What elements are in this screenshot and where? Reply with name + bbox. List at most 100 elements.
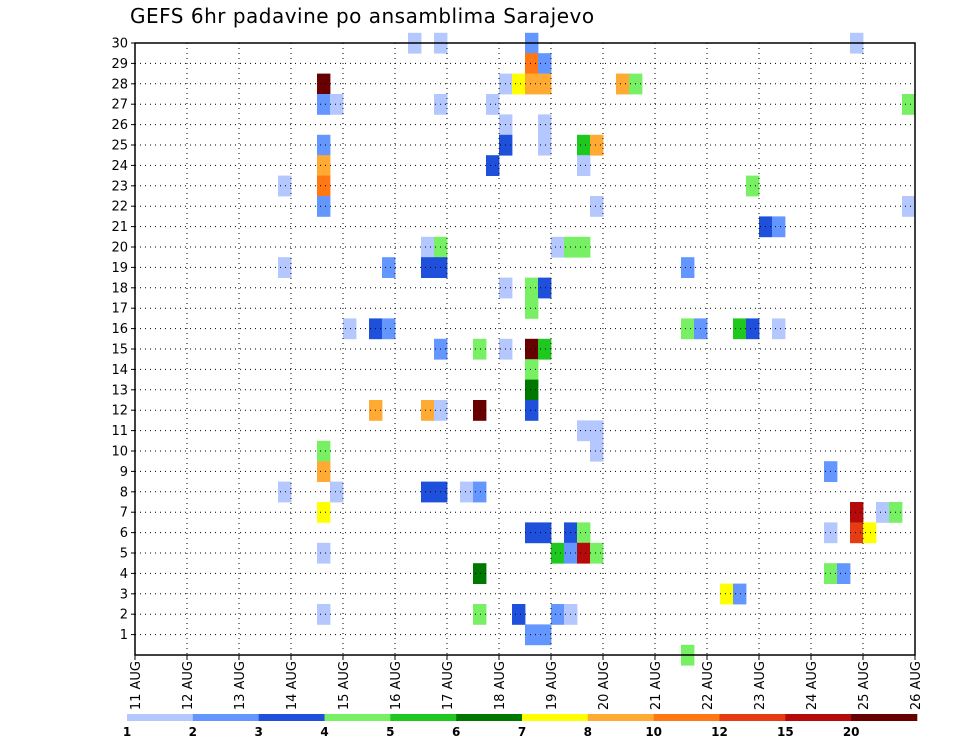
heatmap-cell: [512, 73, 526, 95]
y-tick-label: 25: [111, 139, 128, 154]
heatmap-cell: [382, 257, 396, 278]
heatmap-cell: [317, 604, 331, 625]
colorbar-label: 20: [843, 725, 860, 739]
heatmap-cell: [473, 563, 487, 584]
heatmap-cell: [538, 624, 552, 646]
heatmap-cell: [317, 134, 331, 156]
heatmap-cell: [746, 318, 760, 340]
y-tick-label: 16: [111, 322, 128, 337]
x-tick-label: 22 AUG: [701, 661, 716, 710]
heatmap-cell: [343, 318, 357, 340]
heatmap-cell: [317, 440, 331, 462]
heatmap-cell: [590, 542, 604, 564]
x-tick-label: 23 AUG: [753, 661, 768, 710]
colorbar-label: 1: [123, 725, 131, 739]
heatmap-cell: [317, 461, 331, 482]
y-tick-label: 24: [111, 159, 128, 174]
heatmap-cells: [278, 32, 916, 666]
heatmap-cell: [577, 522, 591, 544]
x-tick-label: 18 AUG: [493, 661, 508, 710]
x-tick-label: 20 AUG: [597, 661, 612, 710]
heatmap-cell: [590, 440, 604, 462]
heatmap-cell: [525, 298, 539, 319]
heatmap-cell: [486, 94, 500, 115]
heatmap-cell: [902, 94, 916, 115]
colorbar-swatch: [456, 714, 523, 721]
colorbar-swatch: [192, 714, 259, 721]
y-tick-label: 11: [111, 424, 128, 439]
heatmap-cell: [538, 277, 552, 299]
heatmap-cell: [577, 236, 591, 258]
heatmap-cell: [538, 53, 552, 74]
y-tick-label: 21: [111, 220, 128, 235]
colorbar-swatch: [390, 714, 457, 721]
heatmap-cell: [525, 338, 539, 360]
y-tick-label: 30: [111, 37, 128, 52]
heatmap-cell: [538, 114, 552, 136]
y-tick-label: 23: [111, 179, 128, 194]
heatmap-cell: [525, 400, 539, 421]
heatmap-cell: [577, 542, 591, 564]
heatmap-cell: [525, 73, 539, 95]
colorbar-label: 8: [584, 725, 592, 739]
x-tick-label: 25 AUG: [857, 661, 872, 710]
y-tick-label: 28: [111, 77, 128, 92]
heatmap-cell: [577, 155, 591, 176]
x-tick-label: 26 AUG: [909, 661, 924, 710]
colorbar-swatch: [653, 714, 720, 721]
heatmap-cell: [421, 400, 435, 421]
heatmap-cell: [577, 134, 591, 156]
heatmap-cell: [278, 257, 292, 278]
colorbar-swatch: [587, 714, 654, 721]
y-tick-label: 19: [111, 261, 128, 276]
heatmap-cell: [525, 359, 539, 380]
heatmap-cell: [512, 604, 526, 625]
heatmap-cell: [317, 196, 331, 217]
x-tick-label: 16 AUG: [389, 661, 404, 710]
heatmap-cell: [382, 318, 396, 340]
heatmap-cell: [837, 563, 851, 584]
x-tick-label: 19 AUG: [545, 661, 560, 710]
y-tick-label: 8: [120, 485, 128, 500]
heatmap-cell: [278, 481, 292, 503]
heatmap-cell: [772, 318, 786, 340]
heatmap-cell: [863, 522, 877, 544]
heatmap-cell: [525, 53, 539, 74]
y-tick-label: 22: [111, 200, 128, 215]
y-tick-label: 7: [120, 506, 128, 521]
y-tick-label: 27: [111, 98, 128, 113]
y-tick-label: 20: [111, 241, 128, 256]
y-tick-label: 26: [111, 118, 128, 133]
heatmap-cell: [590, 134, 604, 156]
grid-lines: [135, 42, 915, 655]
heatmap-cell: [525, 277, 539, 299]
colorbar-swatch: [719, 714, 786, 721]
y-tick-label: 10: [111, 445, 128, 460]
heatmap-cell: [421, 481, 435, 503]
heatmap-cell: [772, 216, 786, 238]
x-tick-label: 12 AUG: [181, 661, 196, 710]
heatmap-cell: [317, 94, 331, 115]
heatmap-cell: [330, 94, 344, 115]
heatmap-cell: [590, 420, 604, 442]
y-tick-label: 1: [120, 628, 128, 643]
colorbar-label: 2: [189, 725, 197, 739]
y-tick-label: 18: [111, 281, 128, 296]
heatmap-cell: [616, 73, 630, 95]
heatmap-cell: [317, 542, 331, 564]
heatmap-cell: [473, 338, 487, 360]
y-tick-label: 3: [120, 587, 128, 602]
heatmap-cell: [317, 73, 331, 95]
colorbar-swatch: [851, 714, 918, 721]
axis-ticks: 1234567891011121314151617181920212223242…: [111, 37, 924, 711]
y-tick-label: 14: [111, 363, 128, 378]
colorbar-label: 5: [386, 725, 394, 739]
heatmap-cell: [577, 420, 591, 442]
colorbar-label: 7: [518, 725, 526, 739]
heatmap-cell: [525, 522, 539, 544]
heatmap-cell: [278, 175, 292, 197]
heatmap-cell: [850, 522, 864, 544]
colorbar-label: 15: [777, 725, 794, 739]
heatmap-cell: [473, 604, 487, 625]
heatmap-cell: [525, 379, 539, 401]
